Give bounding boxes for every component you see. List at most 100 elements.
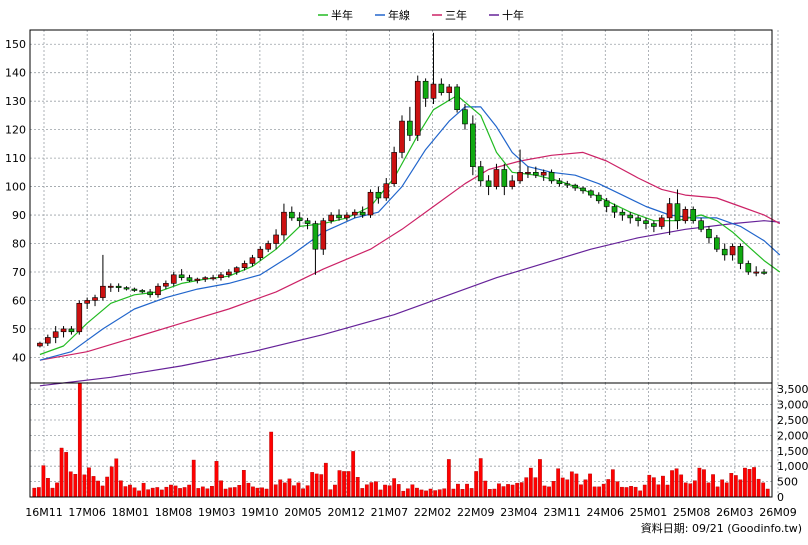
- volume-bar: [337, 470, 342, 498]
- volume-bar: [574, 473, 579, 498]
- volume-bar: [114, 458, 119, 498]
- volume-bar: [282, 482, 287, 498]
- candlestick: [84, 297, 90, 309]
- candlestick: [194, 277, 201, 284]
- candle-body-up: [194, 278, 201, 281]
- candlestick: [115, 283, 122, 292]
- candlestick: [525, 166, 531, 179]
- volume-bar: [620, 486, 624, 498]
- candlestick: [344, 212, 350, 221]
- legend-item: 三年: [432, 8, 467, 22]
- candle-body-down: [139, 290, 146, 293]
- candlestick: [107, 283, 114, 292]
- x-tick-label: 21M07: [371, 506, 409, 519]
- volume-bar: [629, 486, 633, 498]
- volume-bar: [401, 490, 406, 498]
- candlestick: [123, 286, 130, 291]
- candlestick: [52, 326, 59, 344]
- volume-bar: [419, 489, 424, 498]
- ten-year-line: [39, 220, 780, 387]
- volume-bar: [118, 480, 123, 498]
- volume-bar: [387, 485, 392, 498]
- candle-body-down: [643, 220, 649, 224]
- volume-bar: [87, 467, 91, 498]
- candle-body-up: [257, 248, 264, 259]
- candle-body-up: [218, 274, 224, 278]
- volume-bar: [36, 487, 41, 498]
- volume-bar: [100, 485, 105, 498]
- volume-bar: [560, 477, 565, 498]
- candle-body-up: [60, 328, 67, 333]
- x-tick-label: 19M10: [241, 506, 279, 519]
- volume-bar: [255, 487, 260, 498]
- volume-bar: [761, 482, 766, 498]
- candle-body-up: [658, 217, 665, 227]
- candle-body-up: [210, 277, 216, 280]
- candlestick: [178, 269, 185, 281]
- candle-body-down: [462, 109, 468, 125]
- volume-bar: [433, 490, 438, 498]
- volume-bar: [597, 486, 602, 498]
- volume-bar: [410, 484, 415, 498]
- volume-bar: [711, 474, 715, 498]
- candle-body-up: [729, 246, 736, 256]
- candle-body-down: [123, 287, 130, 290]
- candlestick: [532, 166, 539, 179]
- x-tick-label: 17M06: [68, 506, 106, 519]
- x-tick-label: 26M09: [759, 506, 797, 519]
- x-tick-label: 26M03: [716, 506, 754, 519]
- candlestick: [304, 217, 311, 230]
- volume-bar: [588, 473, 592, 498]
- candle-body-down: [572, 184, 578, 189]
- volume-tick-label: 1,500: [777, 445, 808, 458]
- volume-bar: [743, 467, 747, 498]
- legend-label: 年線: [388, 8, 410, 22]
- price-tick-label: 100: [5, 181, 26, 194]
- volume-bar: [378, 489, 383, 498]
- legend: 半年 年線 三年 十年: [318, 8, 524, 22]
- volume-bar: [41, 465, 46, 498]
- candlestick: [477, 160, 484, 187]
- price-tick-label: 40: [12, 351, 26, 364]
- legend-item: 十年: [489, 8, 524, 22]
- volume-bar: [733, 475, 738, 498]
- volume-bar: [460, 489, 465, 498]
- candle-body-up: [367, 191, 374, 216]
- candlestick: [37, 341, 43, 348]
- candlestick: [68, 326, 75, 335]
- volume-bar: [260, 487, 264, 498]
- candle-body-up: [682, 209, 689, 222]
- volume-bar: [342, 471, 346, 498]
- candle-body-up: [37, 342, 43, 347]
- candle-body-down: [635, 217, 641, 222]
- volume-bar: [128, 484, 132, 498]
- volume-bar: [615, 481, 620, 498]
- candle-body-down: [131, 288, 138, 291]
- volume-tick-label: 2,500: [777, 414, 808, 427]
- volume-bar: [191, 459, 196, 498]
- candlestick: [509, 175, 516, 190]
- candlestick: [100, 254, 106, 301]
- candlestick: [643, 217, 649, 230]
- volume-bar: [661, 475, 665, 498]
- volume-bar: [241, 469, 246, 498]
- candle-body-up: [328, 214, 334, 222]
- candlestick: [470, 115, 476, 176]
- volume-bar: [715, 486, 720, 498]
- candlestick: [359, 206, 366, 218]
- candle-body-up: [100, 285, 106, 298]
- volume-bar: [497, 483, 501, 498]
- candle-body-down: [296, 217, 303, 222]
- x-tick-label: 19M03: [198, 506, 236, 519]
- volume-bar: [246, 482, 251, 498]
- candle-body-down: [690, 209, 697, 222]
- volume-bar: [478, 458, 483, 498]
- volume-bar: [178, 488, 182, 498]
- volume-bar: [428, 488, 433, 498]
- volume-bar: [59, 447, 64, 498]
- volume-bar: [729, 473, 734, 498]
- legend-label: 十年: [502, 8, 524, 22]
- candle-body-up: [92, 297, 98, 301]
- candlestick: [540, 169, 547, 181]
- legend-label: 三年: [445, 8, 467, 22]
